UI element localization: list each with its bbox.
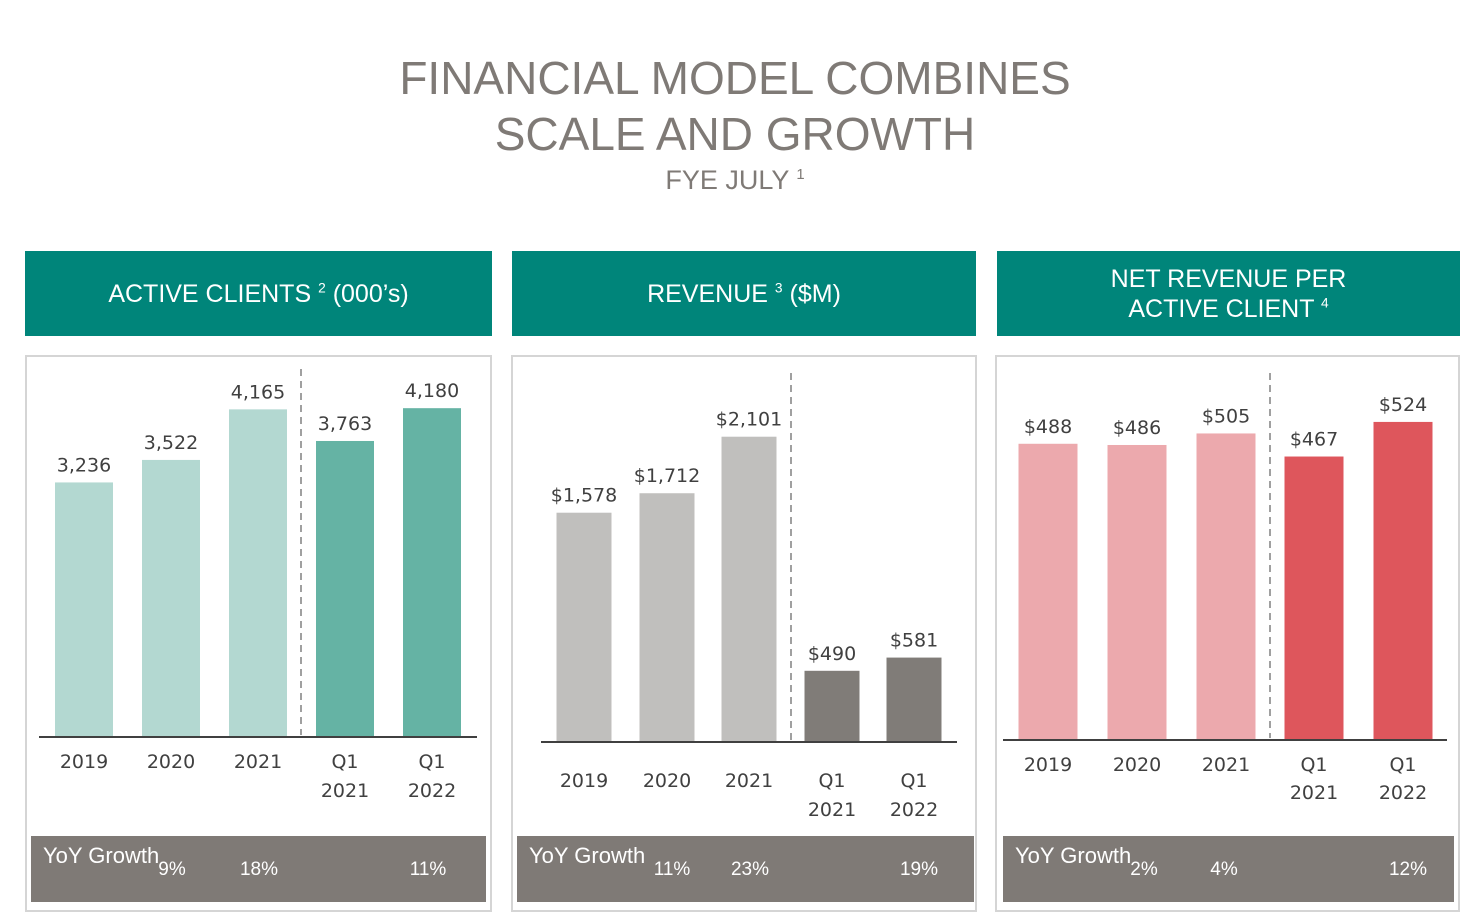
bar — [1373, 421, 1433, 740]
net-revenue-per-client-header: NET REVENUE PER ACTIVE CLIENT 4 — [997, 251, 1460, 336]
x-tick-label: 2019 — [1024, 754, 1072, 776]
yoy-value: 18% — [239, 859, 279, 880]
bar-value-label: 3,522 — [144, 432, 198, 454]
bar-value-label: $2,101 — [716, 409, 782, 431]
bar — [886, 657, 942, 742]
bar — [142, 459, 200, 737]
x-tick-label: 2019 — [560, 770, 608, 792]
active-clients-chart: 3,236 2019 3,522 2020 4,165 2021 3,763 Q1 2021 4,… — [39, 369, 477, 802]
bar — [639, 493, 695, 742]
bar — [1196, 433, 1256, 740]
x-tick-label: 2021 — [725, 770, 773, 792]
yoy-label: YoY Growth — [43, 843, 160, 868]
bar — [55, 482, 113, 737]
x-tick-label: 2021 — [321, 780, 369, 802]
x-tick-label: 2021 — [808, 799, 856, 821]
yoy-value: 11% — [409, 859, 447, 880]
x-tick-label: 2020 — [1113, 754, 1161, 776]
bar — [229, 409, 287, 737]
bar — [721, 436, 777, 742]
x-tick-label: 2020 — [643, 770, 691, 792]
x-tick-label: Q1 — [1389, 754, 1416, 776]
x-tick-label: 2022 — [1379, 782, 1427, 804]
active-clients-panel: 3,236 2019 3,522 2020 4,165 2021 3,763 Q1 2021 4,… — [25, 355, 492, 912]
bar-value-label: $524 — [1379, 394, 1427, 416]
x-tick-label: Q1 — [900, 770, 927, 792]
net-revenue-per-client-panel: $488 2019 $486 2020 $505 2021 $467 Q1 2021 $524 Q1… — [995, 355, 1460, 912]
net-revenue-per-client-chart: $488 2019 $486 2020 $505 2021 $467 Q1 2021 $524 Q1… — [1003, 373, 1447, 804]
x-tick-label: Q1 — [331, 751, 358, 773]
x-tick-label: 2020 — [147, 751, 195, 773]
x-tick-label: 2019 — [60, 751, 108, 773]
page-title-line-2: SCALE AND GROWTH — [494, 108, 976, 160]
yoy-label: YoY Growth — [1015, 843, 1132, 868]
x-tick-label: 2021 — [234, 751, 282, 773]
x-tick-label: 2022 — [408, 780, 456, 802]
x-tick-label: Q1 — [818, 770, 845, 792]
yoy-growth-row: YoY Growth 11% 23% 19% — [517, 836, 974, 902]
yoy-value: 23% — [730, 859, 770, 880]
bar-value-label: 4,180 — [405, 380, 459, 402]
page-title-line-1: FINANCIAL MODEL COMBINES — [399, 52, 1071, 104]
bar-value-label: $505 — [1202, 405, 1250, 427]
revenue-header: REVENUE 3 ($M) — [512, 251, 976, 336]
yoy-label: YoY Growth — [529, 843, 646, 868]
bar-value-label: $467 — [1290, 429, 1338, 451]
yoy-value: 4% — [1210, 859, 1238, 880]
bar-value-label: $490 — [808, 643, 856, 665]
bar — [804, 670, 860, 742]
bar — [403, 408, 461, 737]
active-clients-header: ACTIVE CLIENTS 2 (000’s) — [25, 251, 492, 336]
page-subtitle: FYE JULY 1 — [665, 165, 805, 195]
bar-value-label: $581 — [890, 630, 938, 652]
bar — [556, 512, 612, 742]
yoy-value: 11% — [653, 859, 691, 880]
x-tick-label: 2021 — [1202, 754, 1250, 776]
bar-value-label: 3,236 — [57, 454, 111, 476]
bar — [316, 440, 374, 737]
bar-value-label: $1,578 — [551, 485, 617, 507]
revenue-chart: $1,578 2019 $1,712 2020 $2,101 2021 $490 Q1 2021… — [541, 373, 957, 821]
x-tick-label: Q1 — [418, 751, 445, 773]
bar-value-label: $488 — [1024, 416, 1072, 438]
bar — [1018, 443, 1078, 740]
x-tick-label: 2021 — [1290, 782, 1338, 804]
bar — [1284, 456, 1344, 740]
yoy-growth-row: YoY Growth 2% 4% 12% — [1003, 836, 1454, 902]
bar-value-label: 4,165 — [231, 381, 285, 403]
x-tick-label: 2022 — [890, 799, 938, 821]
bar — [1107, 444, 1167, 740]
yoy-value: 9% — [158, 859, 186, 880]
bar-value-label: $486 — [1113, 417, 1161, 439]
bar-value-label: $1,712 — [634, 465, 700, 487]
bar-value-label: 3,763 — [318, 413, 372, 435]
x-tick-label: Q1 — [1300, 754, 1327, 776]
yoy-value: 2% — [1130, 859, 1158, 880]
revenue-panel: $1,578 2019 $1,712 2020 $2,101 2021 $490 Q1 2021… — [511, 355, 977, 912]
yoy-value: 12% — [1388, 859, 1428, 880]
yoy-value: 19% — [899, 859, 939, 880]
yoy-growth-row: YoY Growth 9% 18% 11% — [31, 836, 486, 902]
footnote-marker: 1 — [796, 167, 805, 183]
